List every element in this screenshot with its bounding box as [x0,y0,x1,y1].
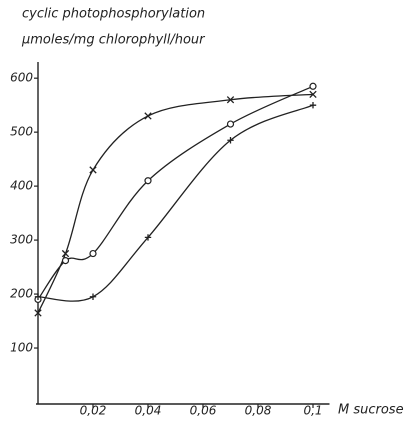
y-axis-label: μmoles/mg chlorophyll/hour [21,33,206,48]
chart-title: cyclic photophosphorylation [22,7,205,22]
x-tick-label: 0,02 [80,404,107,418]
data-point [144,234,152,241]
series-line [37,104,314,302]
data-point [226,120,235,128]
data-point [61,249,70,258]
data-point [89,249,97,258]
data-point [309,90,317,99]
y-tick-label: 200 [10,287,33,301]
x-tick-label: 0,04 [135,404,162,418]
data-point [144,112,152,120]
y-tick-label: 600 [10,71,33,85]
y-tick-label: 100 [10,341,33,355]
x-tick-label: 0,06 [190,404,217,418]
y-tick-label: 300 [10,233,33,247]
data-point [309,101,317,109]
x-axis-label: M sucrose [338,403,404,418]
y-tick-label: 500 [10,125,33,139]
data-point [309,82,317,90]
data-point [144,177,152,185]
x-tick-label: 0,08 [245,404,272,418]
data-point [34,293,42,300]
data-point [34,309,42,317]
y-tick-label: 400 [10,179,33,193]
data-point [89,293,97,300]
data-point [61,257,70,265]
data-point [227,137,234,144]
data-point [89,166,97,174]
x-tick-label: 0,1 [303,404,322,418]
series-line [37,93,314,314]
data-point [226,96,235,104]
